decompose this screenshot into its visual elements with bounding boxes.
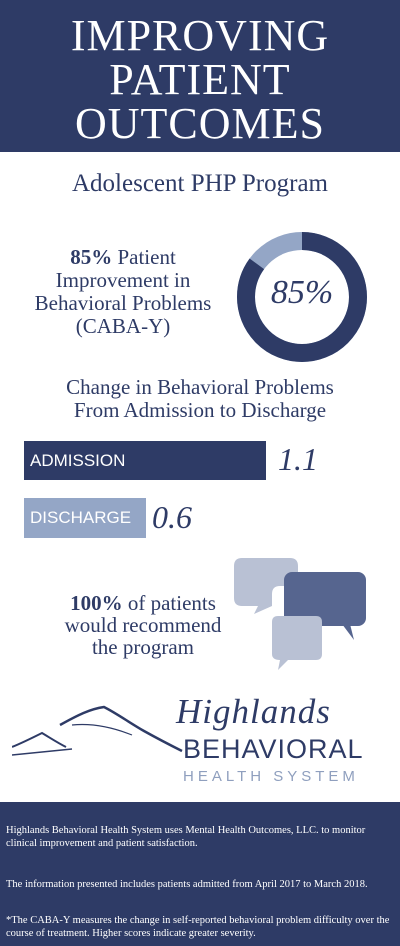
dark-bubble [284,572,366,626]
footer: Highlands Behavioral Health System uses … [0,802,400,946]
change-title-line-1: Change in Behavioral Problems [66,375,334,399]
title-line-2: PATIENT [109,55,291,104]
logo-health-system: HEALTH SYSTEM [183,768,359,785]
grey-bubble-large [234,558,298,614]
footer-text-1: Highlands Behavioral Health System uses … [6,825,366,849]
footer-text-2: The information presented includes patie… [6,879,368,890]
improvement-text-4: (CABA-Y) [75,314,171,338]
donut-label: 85% [270,274,334,311]
improvement-percent: 85% [70,245,113,269]
improvement-text-3: Behavioral Problems [34,291,212,315]
improvement-text-2: Improvement in [55,268,191,292]
admission-bar: ADMISSION [24,441,266,480]
donut-fill-arc [237,232,367,362]
recommend-stat: 100% of patients would recommend the pro… [32,592,254,658]
recommend-percent: 100% [70,591,123,615]
title-line-1: IMPROVING [70,11,330,60]
change-title: Change in Behavioral Problems From Admis… [0,376,400,422]
dark-bubble-tail [342,624,354,640]
logo-behavioral: BEHAVIORAL [183,734,364,764]
header-banner: IMPROVING PATIENT OUTCOMES [0,0,400,152]
recommend-text-1: of patients [127,591,216,615]
discharge-bar: DISCHARGE [24,498,146,538]
change-title-line-2: From Admission to Discharge [73,398,327,422]
admission-value: 1.1 [278,441,318,477]
discharge-value: 0.6 [152,499,192,535]
grey-bubble-small [272,616,322,670]
footer-text-3: *The CABA-Y measures the change in self-… [6,915,390,939]
title-line-3: OUTCOMES [74,99,326,148]
recommend-text-3: the program [91,635,195,659]
recommend-text-2: would recommend [64,613,222,637]
discharge-label: DISCHARGE [30,508,132,527]
mountain-logo-icon [12,705,183,756]
program-subtitle: Adolescent PHP Program [72,170,328,197]
logo-highlands: Highlands [176,692,331,731]
improvement-donut-chart [237,232,367,362]
speech-bubbles-icon [234,558,366,670]
admission-label: ADMISSION [30,450,126,470]
improvement-text-1: Patient [117,245,176,269]
improvement-stat: 85% Patient Improvement in Behavioral Pr… [18,246,228,338]
